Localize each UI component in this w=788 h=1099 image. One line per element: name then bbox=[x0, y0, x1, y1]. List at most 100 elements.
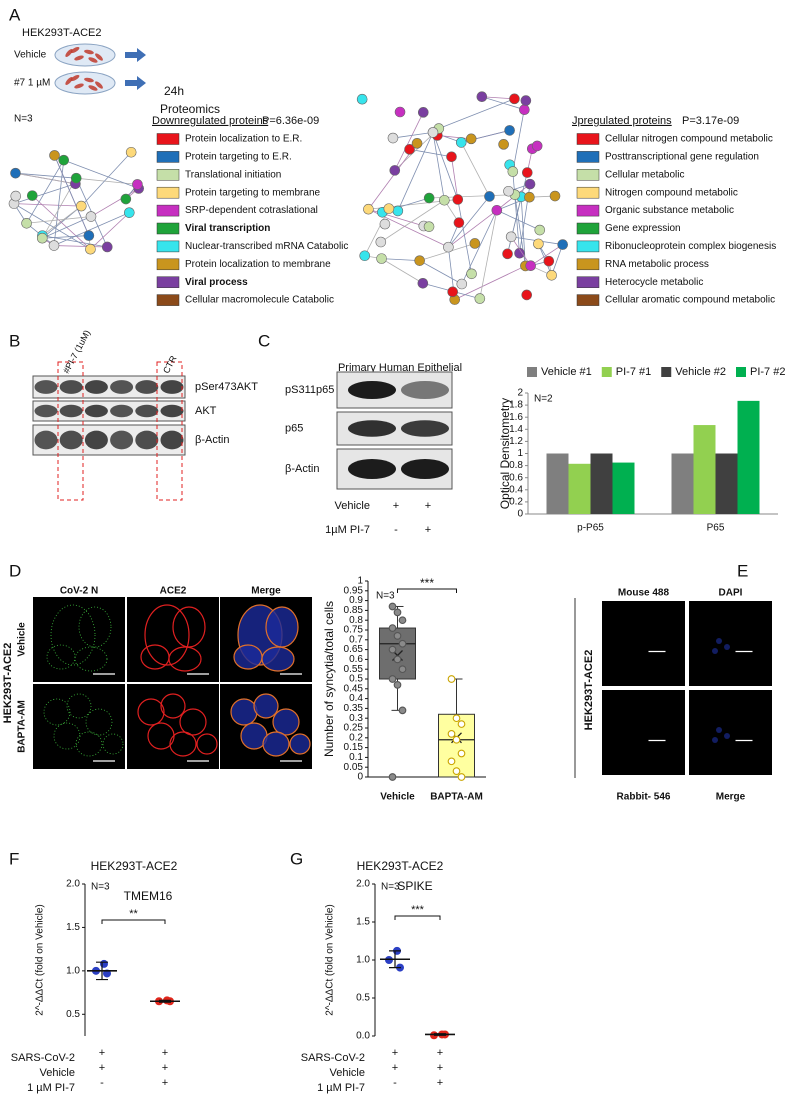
dish-cell bbox=[74, 55, 84, 61]
condition-label: 1 µM PI-7 bbox=[317, 1082, 365, 1094]
data-point bbox=[457, 773, 466, 781]
dish-cell bbox=[95, 81, 103, 89]
condition-mark: - bbox=[100, 1077, 104, 1089]
network-edge bbox=[54, 155, 90, 236]
column-header: Mouse 488 bbox=[618, 588, 670, 599]
panel-label: B bbox=[9, 331, 20, 350]
network-node bbox=[75, 200, 87, 212]
network-node bbox=[363, 203, 374, 215]
data-point bbox=[447, 675, 456, 683]
condition-mark: + bbox=[392, 1062, 398, 1074]
network-node bbox=[85, 243, 96, 255]
y-tick-label: 0 bbox=[517, 509, 523, 520]
network-edge bbox=[26, 159, 65, 224]
data-point bbox=[398, 706, 407, 715]
condition-mark: + bbox=[392, 1047, 398, 1059]
legend-swatch bbox=[576, 186, 600, 199]
network-edge bbox=[42, 216, 92, 239]
legend-title: Downregulated proteins bbox=[152, 115, 269, 127]
condition-mark: + bbox=[437, 1062, 443, 1074]
network-edge bbox=[481, 96, 525, 111]
network-node bbox=[414, 255, 425, 266]
network-edge bbox=[432, 132, 445, 201]
y-tick-label: 0.65 bbox=[344, 644, 364, 655]
network-edge bbox=[13, 203, 82, 207]
bar bbox=[590, 453, 613, 514]
legend-swatch bbox=[576, 204, 600, 217]
cell-outline bbox=[160, 693, 186, 719]
y-tick-label: 1.4 bbox=[509, 424, 523, 435]
nucleus bbox=[712, 737, 718, 743]
y-axis-label: Optical Densitometry bbox=[498, 398, 512, 509]
network-node bbox=[504, 125, 515, 136]
network-edge bbox=[381, 258, 420, 262]
dish-cell bbox=[65, 49, 73, 57]
condition-label: Vehicle bbox=[40, 1067, 75, 1079]
nucleus bbox=[716, 638, 722, 644]
dish-cell bbox=[84, 77, 94, 83]
blot-band bbox=[160, 430, 184, 450]
legend-swatch bbox=[661, 367, 672, 377]
network-node bbox=[10, 167, 21, 179]
bar bbox=[737, 400, 760, 514]
network-node bbox=[514, 247, 525, 259]
cell-line-label: HEK293T-ACE2 bbox=[22, 27, 101, 39]
network-node bbox=[474, 293, 486, 304]
treatment-label: 1µM PI-7 bbox=[325, 524, 370, 536]
network-node bbox=[48, 240, 60, 251]
y-tick-label: 0.8 bbox=[509, 460, 523, 471]
legend-label: Nitrogen compound metabolic bbox=[605, 187, 738, 198]
nucleus bbox=[712, 648, 718, 654]
legend-label: RNA metabolic process bbox=[605, 259, 709, 270]
blot-band bbox=[59, 404, 83, 418]
legend-label: Cellular metabolic bbox=[605, 169, 684, 180]
dish-cell bbox=[88, 57, 98, 63]
band-label: AKT bbox=[195, 405, 217, 417]
p-value: P=3.17e-09 bbox=[682, 115, 739, 127]
bar bbox=[546, 453, 569, 514]
network-node bbox=[521, 289, 533, 301]
data-point bbox=[447, 730, 456, 738]
blot-band bbox=[84, 380, 108, 394]
cell-line-label: HEK293T-ACE2 bbox=[2, 643, 14, 724]
cell-outline bbox=[230, 698, 258, 726]
legend-swatch bbox=[576, 133, 600, 145]
dish-cell bbox=[70, 74, 80, 82]
y-tick-label: 0.05 bbox=[344, 762, 364, 773]
blot-band bbox=[401, 420, 449, 437]
network-node bbox=[417, 277, 429, 289]
y-tick-label: 1.0 bbox=[356, 955, 370, 966]
legend-label: Nuclear-transcribed mRNA Catabolic bbox=[185, 241, 348, 252]
network-node bbox=[456, 278, 468, 290]
network-edge bbox=[54, 245, 108, 248]
treatment-label: Vehicle bbox=[335, 500, 370, 512]
blot-band bbox=[348, 420, 396, 437]
legend-swatch bbox=[736, 367, 746, 377]
condition-label: SARS-CoV-2 bbox=[11, 1052, 75, 1064]
legend-label: Protein targeting to E.R. bbox=[185, 152, 292, 163]
dish bbox=[54, 43, 116, 67]
network-edge bbox=[53, 212, 130, 246]
network-node bbox=[447, 286, 458, 298]
annotation: N=3 bbox=[91, 882, 110, 893]
y-tick-label: 0 bbox=[357, 772, 363, 783]
y-tick-label: 0.6 bbox=[509, 472, 523, 483]
legend-label: Cellular macromolecule Catabolic bbox=[185, 295, 334, 306]
method-label: Proteomics bbox=[160, 102, 220, 116]
network-node bbox=[498, 139, 509, 150]
dish-cell bbox=[88, 85, 98, 91]
arrow bbox=[125, 76, 146, 90]
data-point bbox=[457, 749, 466, 758]
cell-outline bbox=[261, 646, 295, 672]
cell-outline bbox=[196, 733, 218, 755]
legend-swatch bbox=[576, 222, 600, 235]
p-value: P=6.36e-09 bbox=[262, 115, 319, 127]
network-edge bbox=[481, 96, 515, 100]
nucleus bbox=[724, 644, 730, 650]
cell-outline bbox=[85, 708, 113, 736]
y-tick-label: 1.2 bbox=[509, 436, 523, 447]
network-node bbox=[452, 194, 464, 205]
legend-label: Vehicle #1 bbox=[541, 366, 592, 378]
legend-swatch bbox=[576, 240, 600, 253]
